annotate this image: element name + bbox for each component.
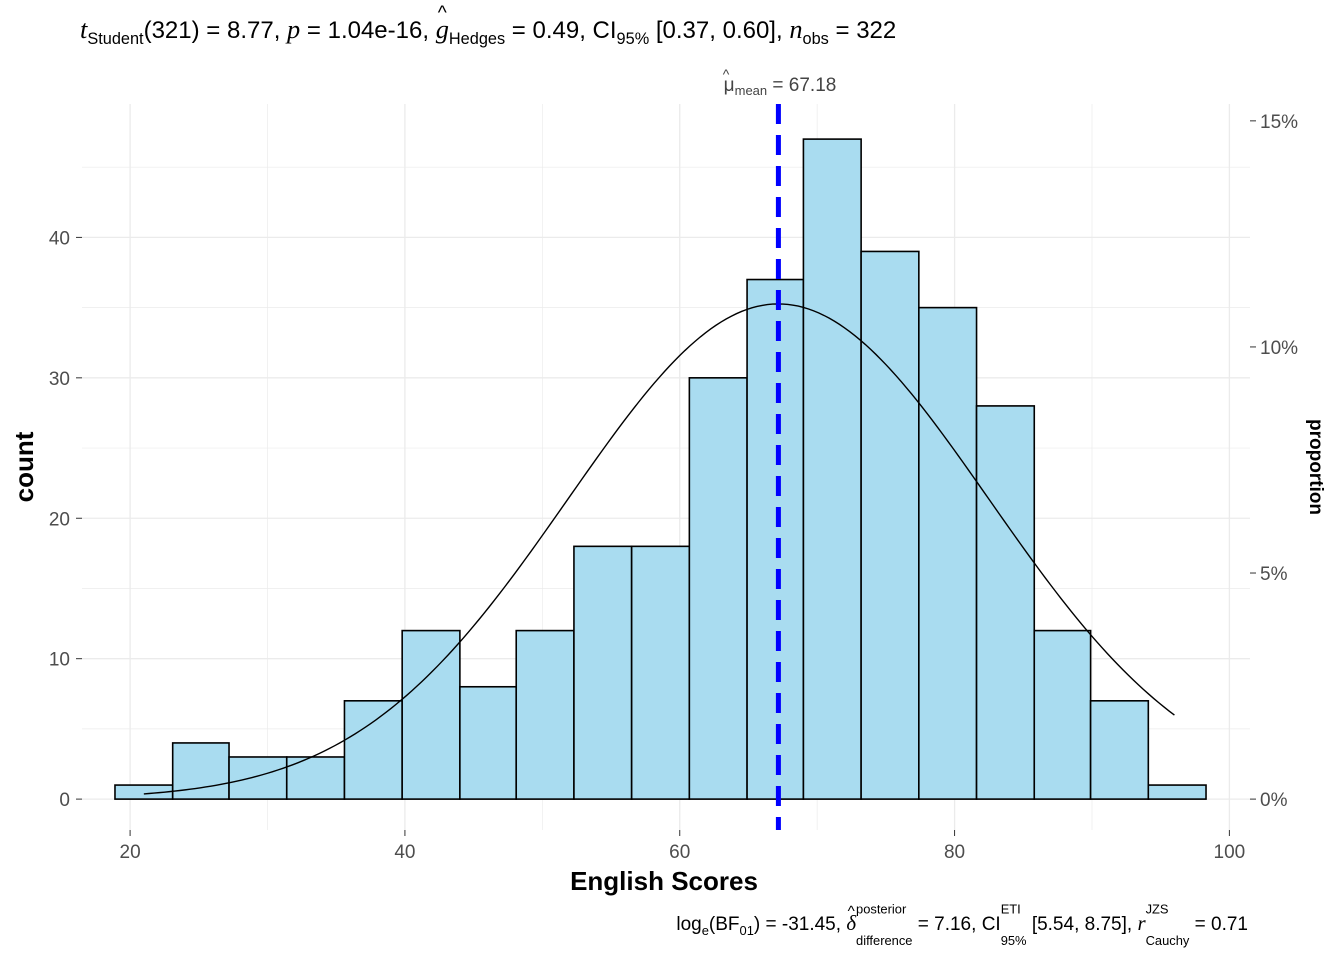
caption-ci-sup: ETI (1000, 901, 1021, 917)
y-right-tick-label: 15% (1260, 112, 1298, 133)
mean-value: 67.18 (789, 75, 837, 96)
ci-value: [0.37, 0.60] (655, 17, 776, 44)
r-value: 0.71 (1211, 914, 1248, 936)
histogram-bar (918, 306, 978, 800)
ci-sub: 95% (616, 29, 650, 48)
histogram-bar (401, 629, 461, 800)
n-sub: obs (802, 29, 829, 48)
stat-symbol: t (80, 14, 88, 44)
histogram-bar (515, 629, 575, 800)
mean-symbol: μ (724, 75, 735, 96)
effsize-sub: Hedges (448, 29, 506, 48)
stat-df: (321) (143, 17, 200, 44)
histogram-bar (228, 756, 288, 800)
p-value: 1.04e-16 (327, 17, 423, 44)
p-symbol: p (287, 14, 301, 44)
ci-label: CI (592, 17, 617, 44)
r-sup: JZS (1145, 901, 1169, 917)
bf-inner: BF (715, 914, 740, 936)
histogram-bar (975, 405, 1036, 800)
histogram-bars (114, 138, 1207, 800)
delta-value: 7.16 (934, 914, 972, 936)
bf-inner-sub: 01 (739, 922, 754, 938)
histogram-bar (1147, 784, 1207, 800)
mean-annotation: μmean = 67.18 (724, 75, 837, 98)
histogram-bar (573, 545, 633, 800)
effsize-value: 0.49 (532, 17, 580, 44)
caption-ci-label: CI (981, 914, 1001, 936)
chart-title: tStudent(321) = 8.77, p = 1.04e-16, ^ gHe… (80, 3, 897, 48)
y-tick-label: 30 (49, 369, 70, 390)
stat-value: 8.77 (226, 17, 274, 44)
histogram-bar (802, 138, 862, 800)
r-symbol: r (1137, 911, 1146, 936)
mean-sub: mean (735, 83, 768, 98)
caption-ci-sub: 95% (1000, 932, 1027, 948)
y-right-tick-label: 5% (1260, 564, 1288, 585)
delta-sub: difference (856, 932, 913, 948)
y-tick-label: 40 (49, 228, 70, 249)
histogram-bar (1089, 700, 1150, 800)
x-axis-label: English Scores (570, 866, 758, 896)
x-tick-label: 20 (120, 842, 141, 863)
bf-value: -31.45 (781, 914, 836, 936)
histogram-bar (688, 377, 748, 800)
y-tick-label: 0 (59, 790, 70, 811)
chart-caption: loge(BF01) = -31.45, ^ δposterior differen… (676, 901, 1248, 948)
histogram-bar (1033, 629, 1092, 800)
mean-hat: ^ (723, 66, 730, 82)
y-tick-label: 10 (49, 650, 70, 671)
histogram-bar (343, 700, 403, 800)
x-tick-label: 60 (669, 842, 690, 863)
x-tick-label: 80 (944, 842, 965, 863)
stat-sub: Student (87, 29, 144, 48)
y-axis-ticks: 0 10 20 30 40 (49, 228, 82, 811)
y-right-axis-label: proportion (1305, 419, 1326, 515)
y-right-tick-label: 10% (1260, 338, 1298, 359)
caption-ci-value: [5.54, 8.75] (1031, 914, 1127, 936)
y-right-axis-ticks: 0% 5% 10% 15% (1250, 112, 1298, 811)
y-tick-label: 20 (49, 509, 70, 530)
histogram-bar (860, 250, 920, 800)
n-value: 322 (856, 17, 897, 44)
x-tick-label: 100 (1214, 842, 1246, 863)
n-symbol: n (789, 14, 803, 44)
delta-symbol: δ (846, 911, 857, 936)
delta-sup: posterior (856, 901, 907, 917)
r-sub: Cauchy (1145, 932, 1190, 948)
histogram-bar (746, 278, 805, 800)
histogram-bar (459, 685, 518, 800)
bf-sub: e (701, 922, 709, 938)
y-axis-label: count (9, 431, 39, 502)
normal-density-curve (143, 303, 1175, 795)
bf-label: log (676, 914, 702, 936)
x-axis-ticks: 20 40 60 80 100 (120, 830, 1246, 863)
histogram-bar (630, 545, 691, 800)
x-tick-label: 40 (394, 842, 415, 863)
y-right-tick-label: 0% (1260, 790, 1288, 811)
effsize-symbol: g (435, 14, 449, 44)
